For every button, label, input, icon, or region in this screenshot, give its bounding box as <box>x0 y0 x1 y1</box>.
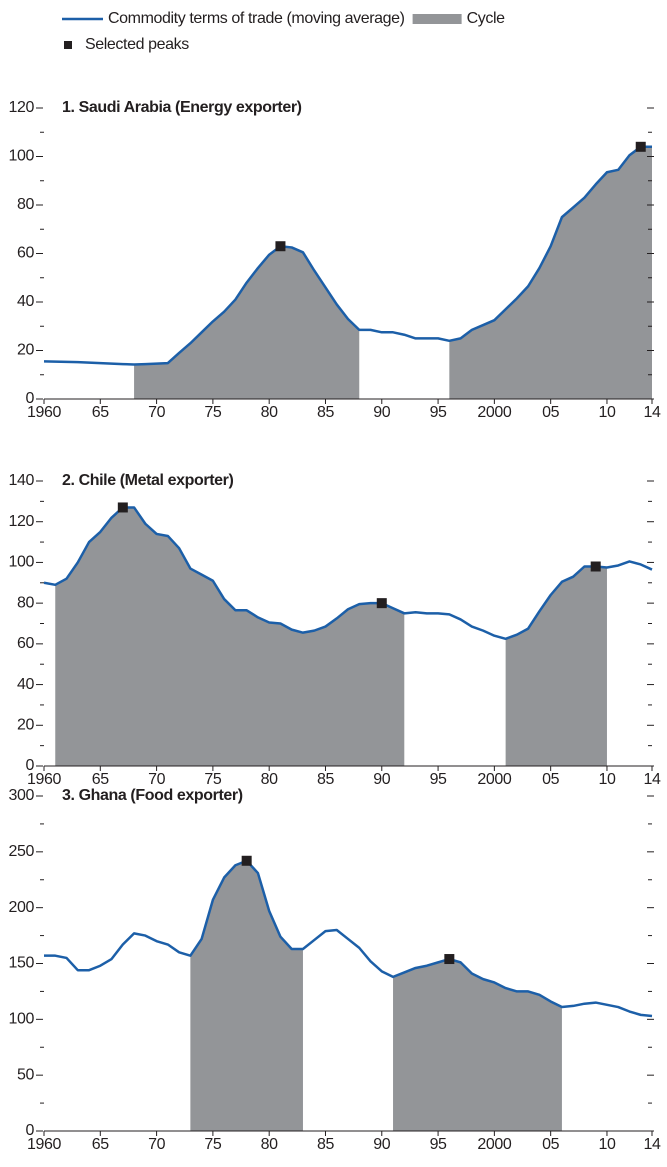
legend-label: Cycle <box>467 10 506 27</box>
peak-marker <box>117 502 128 513</box>
x-tick-label: 10 <box>598 771 615 788</box>
panel-title: 1. Saudi Arabia (Energy exporter) <box>62 99 302 116</box>
x-tick-label: 75 <box>204 771 221 788</box>
series-line <box>44 859 653 1018</box>
peak-marker <box>635 141 646 152</box>
y-tick-label: 200 <box>9 899 35 916</box>
peak-marker <box>241 855 252 866</box>
x-tick-label: 70 <box>148 404 165 421</box>
x-tick-label: 1960 <box>27 404 61 421</box>
x-tick-label: 1960 <box>27 1136 61 1153</box>
x-tick-label: 90 <box>373 404 390 421</box>
x-tick-label: 80 <box>261 404 278 421</box>
x-tick-label: 95 <box>430 1136 447 1153</box>
x-tick-label: 95 <box>430 404 447 421</box>
legend-peak-swatch <box>64 41 72 49</box>
x-tick-label: 75 <box>204 404 221 421</box>
peak-marker <box>275 241 286 252</box>
x-tick-label: 85 <box>317 771 334 788</box>
x-tick-label: 2000 <box>477 404 511 421</box>
x-tick-label: 65 <box>92 1136 109 1153</box>
x-tick-label: 70 <box>148 771 165 788</box>
panel-title: 3. Ghana (Food exporter) <box>62 787 243 804</box>
peak-marker <box>444 954 455 965</box>
legend-label: Commodity terms of trade (moving average… <box>108 10 405 27</box>
cycle-area <box>190 860 303 1131</box>
x-tick-label: 75 <box>204 1136 221 1153</box>
y-tick-label: 80 <box>17 196 34 213</box>
y-tick-label: 20 <box>17 342 34 359</box>
x-tick-label: 14 <box>644 404 661 421</box>
y-tick-label: 150 <box>9 955 35 972</box>
x-tick-label: 70 <box>148 1136 165 1153</box>
x-tick-label: 95 <box>430 771 447 788</box>
y-tick-label: 300 <box>9 787 35 804</box>
x-tick-label: 80 <box>261 771 278 788</box>
x-tick-label: 2000 <box>477 771 511 788</box>
x-tick-label: 1960 <box>27 771 61 788</box>
y-tick-label: 140 <box>9 472 35 489</box>
series-line <box>43 506 653 641</box>
x-tick-label: 14 <box>644 771 661 788</box>
x-tick-label: 10 <box>598 1136 615 1153</box>
y-tick-label: 40 <box>17 676 34 693</box>
cycle-area <box>393 959 562 1131</box>
y-tick-label: 0 <box>26 390 35 407</box>
y-tick-label: 60 <box>17 245 34 262</box>
x-tick-label: 65 <box>92 771 109 788</box>
cycle-area <box>134 246 360 399</box>
y-tick-label: 120 <box>9 513 35 530</box>
y-tick-label: 100 <box>9 148 35 165</box>
x-tick-label: 14 <box>644 1136 661 1153</box>
x-tick-label: 80 <box>261 1136 278 1153</box>
x-tick-label: 10 <box>598 404 615 421</box>
y-tick-label: 50 <box>17 1066 34 1083</box>
y-tick-label: 60 <box>17 635 34 652</box>
x-tick-label: 85 <box>317 1136 334 1153</box>
x-tick-label: 05 <box>542 1136 559 1153</box>
cycle-area <box>449 146 652 399</box>
y-tick-label: 80 <box>17 594 34 611</box>
y-tick-label: 0 <box>26 757 35 774</box>
y-tick-label: 100 <box>9 1011 35 1028</box>
y-tick-label: 120 <box>9 99 35 116</box>
panel: 0 20 40 60 80 100 120 1960 65 70 75 80 85 90 95 2000 05 1… <box>9 99 662 421</box>
panel-title: 2. Chile (Metal exporter) <box>62 472 233 489</box>
legend-label: Selected peaks <box>85 36 189 53</box>
series-line <box>43 145 652 366</box>
legend-cycle-swatch <box>412 14 462 24</box>
x-tick-label: 90 <box>373 771 390 788</box>
x-tick-label: 85 <box>317 404 334 421</box>
y-tick-label: 0 <box>26 1122 35 1139</box>
peak-marker <box>590 561 601 572</box>
peak-marker <box>376 598 387 609</box>
x-tick-label: 90 <box>373 1136 390 1153</box>
y-tick-label: 250 <box>9 843 35 860</box>
x-tick-label: 05 <box>542 404 559 421</box>
y-tick-label: 20 <box>17 717 34 734</box>
x-tick-label: 2000 <box>477 1136 511 1153</box>
y-tick-label: 40 <box>17 293 34 310</box>
y-tick-label: 100 <box>9 554 35 571</box>
cycle-area <box>505 566 607 766</box>
panel: 0 20 40 60 80 100 120 140 1960 65 70 75 80 85 90 95 2000… <box>9 472 662 788</box>
cycle-area <box>55 507 405 766</box>
x-tick-label: 05 <box>542 771 559 788</box>
x-tick-label: 65 <box>92 404 109 421</box>
